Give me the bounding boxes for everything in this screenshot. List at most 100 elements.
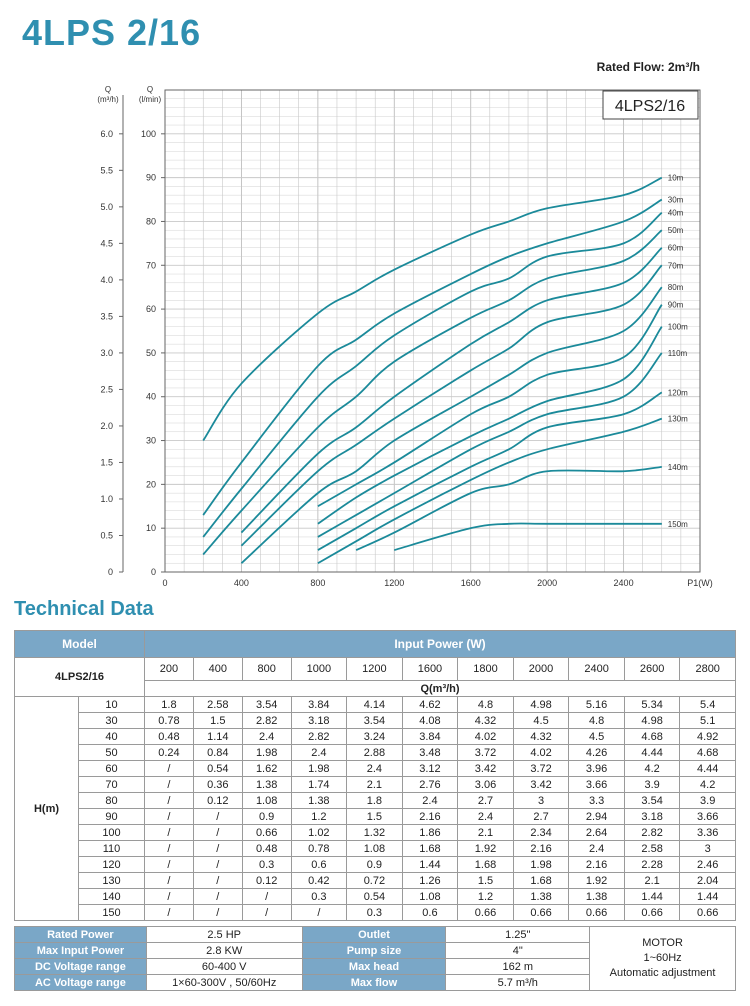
- power-cell: 800: [241, 657, 292, 681]
- spec-key: Max head: [301, 958, 447, 975]
- curve-100m: [317, 326, 663, 525]
- flow-cell: 0.6: [401, 904, 459, 921]
- m3h-tick-label: 5.5: [100, 165, 113, 175]
- flow-cell: 0.66: [679, 904, 736, 921]
- flow-cell: 1.14: [192, 728, 243, 745]
- flow-cell: 4.32: [457, 712, 514, 729]
- flow-cell: 2.82: [290, 728, 348, 745]
- flow-cell: 2.76: [401, 776, 459, 793]
- flow-cell: 1.08: [241, 792, 292, 809]
- curve-label-70m: 70m: [668, 261, 684, 270]
- flow-cell: 2.4: [457, 808, 514, 825]
- flow-cell: 4.02: [457, 728, 514, 745]
- flow-cell: 0.66: [568, 904, 625, 921]
- flow-cell: 2.4: [241, 728, 292, 745]
- flow-cell: 3.72: [457, 744, 514, 761]
- head-value: 10: [78, 696, 145, 713]
- curve-140m: [355, 465, 662, 551]
- spec-value: 4": [445, 942, 591, 959]
- m3h-tick-label: 1.5: [100, 457, 113, 467]
- flow-cell: 4.8: [568, 712, 625, 729]
- flow-cell: 0.48: [241, 840, 292, 857]
- flow-cell: 3.54: [346, 712, 403, 729]
- flow-cell: 1.8: [346, 792, 403, 809]
- flow-cell: 1.98: [290, 760, 348, 777]
- flow-cell: 3.84: [401, 728, 459, 745]
- flow-cell: 2.34: [512, 824, 570, 841]
- curve-130m: [317, 417, 663, 565]
- flow-cell: /: [144, 840, 194, 857]
- flow-cell: 3.72: [512, 760, 570, 777]
- m3h-tick-label: 1.0: [100, 494, 113, 504]
- table-row: 80/0.12 1.08 1.38 1.8 2.4 2.7 3 3.3 3.54 3.9: [15, 792, 736, 809]
- x-tick-label: 800: [310, 578, 325, 588]
- curve-label-90m: 90m: [668, 301, 684, 310]
- flow-cell: 4.98: [512, 696, 570, 713]
- flow-cell: 3.18: [623, 808, 681, 825]
- flow-cell: 1.26: [401, 872, 459, 889]
- curve-80m: [240, 286, 663, 564]
- performance-chart: 0 0.5 1.0 1.5 2.0 2.5 3.0 3.5 4.0 4.5 5.0 5.5 6.0 0 10…: [97, 85, 712, 588]
- power-cell: 2600: [623, 657, 681, 681]
- spec-value: 162 m: [445, 958, 591, 975]
- flow-cell: 2.28: [623, 856, 681, 873]
- x-tick-label: 400: [234, 578, 249, 588]
- curve-label-130m: 130m: [668, 415, 688, 424]
- flow-cell: 0.48: [144, 728, 194, 745]
- flow-cell: /: [144, 808, 194, 825]
- curve-40m: [202, 211, 663, 538]
- flow-cell: /: [192, 808, 243, 825]
- curve-label-110m: 110m: [668, 349, 688, 358]
- head-value: 60: [78, 760, 145, 777]
- flow-cell: 2.82: [241, 712, 292, 729]
- power-cell: 1000: [290, 657, 348, 681]
- flow-cell: /: [144, 760, 194, 777]
- flow-cell: 4.02: [512, 744, 570, 761]
- lmin-tick-label: 0: [151, 567, 156, 577]
- curve-label-50m: 50m: [668, 226, 684, 235]
- flow-cell: 1.5: [192, 712, 243, 729]
- flow-cell: 3.3: [568, 792, 625, 809]
- flow-cell: 3: [679, 840, 736, 857]
- flow-cell: 0.3: [241, 856, 292, 873]
- lmin-tick-label: 90: [146, 173, 156, 183]
- curve-90m: [317, 304, 663, 508]
- flow-cell: /: [144, 888, 194, 905]
- flow-cell: /: [144, 872, 194, 889]
- motor-title: MOTOR: [642, 937, 683, 949]
- table-row: 120//0.3 0.6 0.9 1.44 1.68 1.98 2.16 2.28 2.46: [15, 856, 736, 873]
- curve-label-60m: 60m: [668, 244, 684, 253]
- flow-cell: 0.66: [623, 904, 681, 921]
- flow-cell: 1.02: [290, 824, 348, 841]
- flow-cell: 1.38: [512, 888, 570, 905]
- flow-cell: 3.36: [679, 824, 736, 841]
- flow-cell: 1.44: [401, 856, 459, 873]
- x-tick-label: 1200: [384, 578, 404, 588]
- flow-cell: 3.12: [401, 760, 459, 777]
- flow-cell: 4.5: [512, 712, 570, 729]
- curve-30m: [202, 198, 663, 516]
- spec-key: Max Input Power: [14, 942, 147, 959]
- power-cell: 200: [144, 657, 194, 681]
- table-row: 90//0.9 1.2 1.5 2.16 2.4 2.7 2.94 3.18 3.66: [15, 808, 736, 825]
- flow-cell: 2.4: [401, 792, 459, 809]
- flow-cell: 3.54: [241, 696, 292, 713]
- flow-cell: 1.92: [457, 840, 514, 857]
- flow-cell: 4.98: [623, 712, 681, 729]
- flow-cell: 0.42: [290, 872, 348, 889]
- lmin-tick-label: 80: [146, 216, 156, 226]
- table-row: 140///0.3 0.54 1.08 1.2 1.38 1.38 1.44 1.44: [15, 888, 736, 905]
- motor-frequency: 1~60Hz: [643, 952, 682, 964]
- flow-cell: 3.84: [290, 696, 348, 713]
- m3h-tick-label: 6.0: [100, 129, 113, 139]
- flow-cell: 2.1: [346, 776, 403, 793]
- curve-label-80m: 80m: [668, 283, 684, 292]
- curve-150m: [394, 522, 662, 551]
- flow-cell: /: [192, 824, 243, 841]
- flow-cell: 1.44: [679, 888, 736, 905]
- flow-cell: /: [192, 872, 243, 889]
- curve-label-30m: 30m: [668, 196, 684, 205]
- power-cell: 400: [192, 657, 243, 681]
- head-label: H(m): [14, 696, 79, 921]
- flow-cell: 0.66: [512, 904, 570, 921]
